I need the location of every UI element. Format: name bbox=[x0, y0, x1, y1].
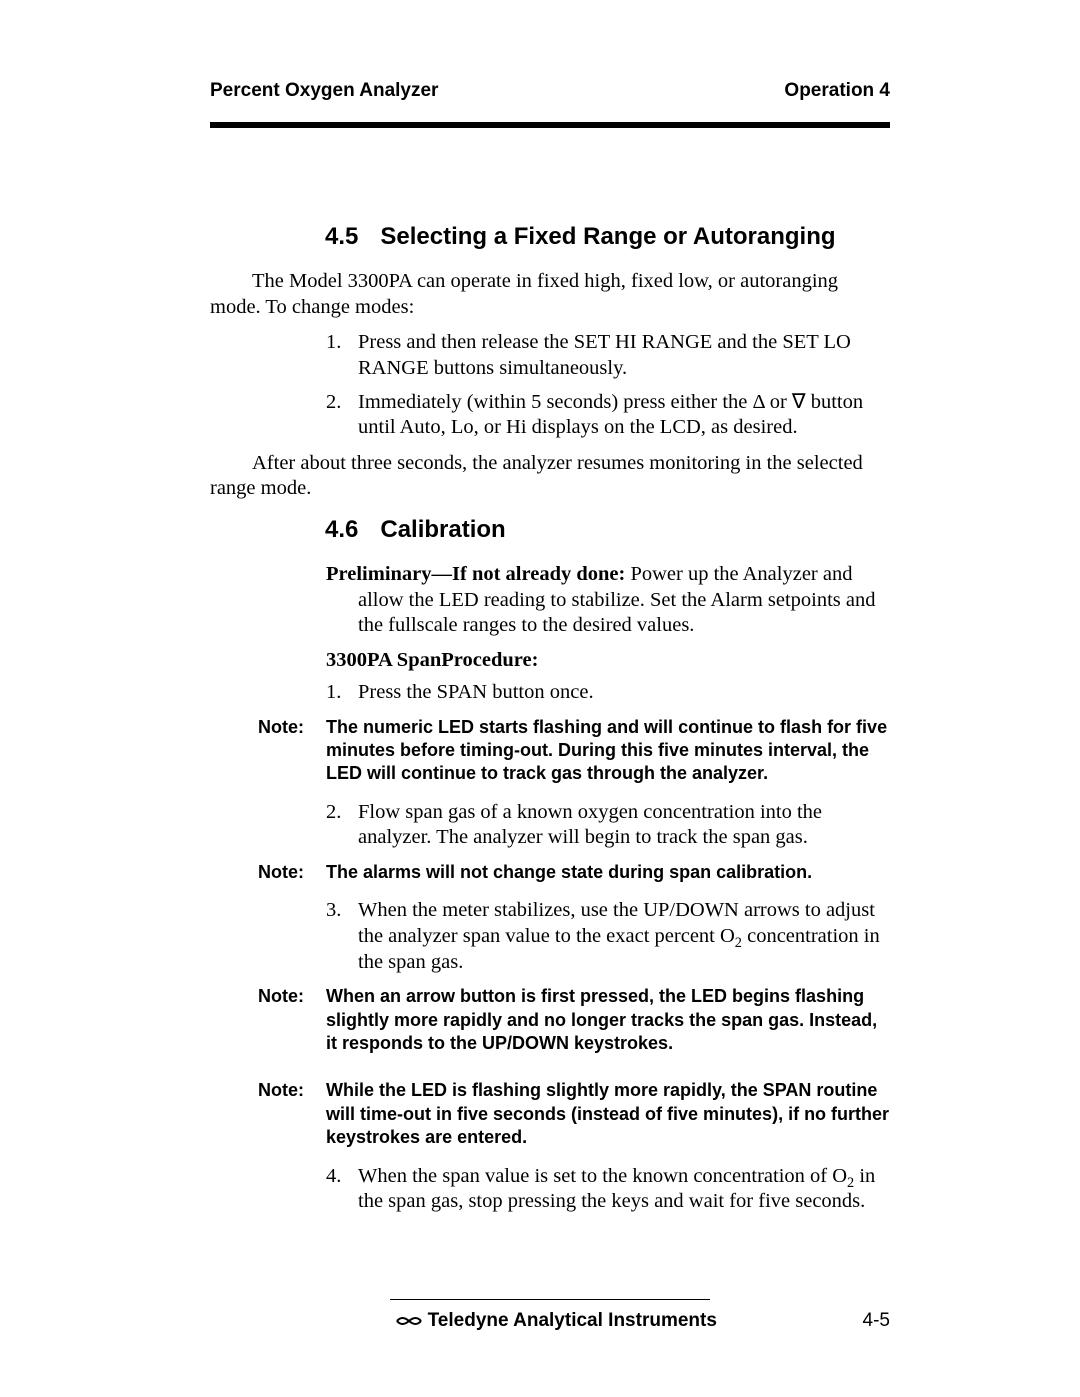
document-page: Percent Oxygen Analyzer Operation 4 4.5 S… bbox=[0, 0, 1080, 1215]
section-4-5-after: After about three seconds, the analyzer … bbox=[210, 451, 890, 502]
note-label: Note: bbox=[258, 1079, 304, 1102]
note-text: The numeric LED starts flashing and will… bbox=[326, 717, 887, 784]
section-number: 4.6 bbox=[325, 516, 358, 544]
span-step-1: 1. Press the SPAN button once. bbox=[326, 680, 890, 706]
span-step-2: 2. Flow span gas of a known oxygen concen… bbox=[326, 800, 890, 851]
header-left: Percent Oxygen Analyzer bbox=[210, 80, 438, 102]
note-block: Note: When an arrow button is first pres… bbox=[258, 985, 890, 1055]
list-item: 1. Press and then release the SET HI RANG… bbox=[326, 330, 890, 381]
list-number: 1. bbox=[326, 680, 341, 706]
list-item: 4. When the span value is set to the know… bbox=[326, 1164, 890, 1215]
section-4-6-heading: 4.6 Calibration bbox=[325, 516, 890, 544]
step-text-a: When the span value is set to the known … bbox=[358, 1165, 847, 1187]
section-4-5-intro: The Model 3300PA can operate in fixed hi… bbox=[210, 269, 890, 320]
page-footer: Teledyne Analytical Instruments 4-5 bbox=[210, 1299, 890, 1333]
list-item: 1. Press the SPAN button once. bbox=[326, 680, 890, 706]
page-header: Percent Oxygen Analyzer Operation 4 bbox=[210, 80, 890, 102]
list-item: 2. Immediately (within 5 seconds) press e… bbox=[326, 390, 890, 441]
list-number: 1. bbox=[326, 330, 341, 356]
span-procedure-heading: 3300PA SpanProcedure: bbox=[326, 649, 890, 672]
list-item: 2. Flow span gas of a known oxygen concen… bbox=[326, 800, 890, 851]
step-text: Immediately (within 5 seconds) press eit… bbox=[358, 391, 863, 439]
step-text: Press and then release the SET HI RANGE … bbox=[358, 331, 851, 379]
list-number: 3. bbox=[326, 898, 341, 924]
span-step-4: 4. When the span value is set to the know… bbox=[326, 1164, 890, 1215]
footer-company: Teledyne Analytical Instruments bbox=[428, 1310, 717, 1332]
step-text: Flow span gas of a known oxygen concentr… bbox=[358, 801, 822, 849]
list-item: 3.When the meter stabilizes, use the UP/… bbox=[326, 898, 890, 975]
note-block: Note: While the LED is flashing slightly… bbox=[258, 1079, 890, 1149]
list-number: 2. bbox=[326, 800, 341, 826]
footer-row: Teledyne Analytical Instruments 4-5 bbox=[210, 1310, 890, 1332]
note-text: While the LED is flashing slightly more … bbox=[326, 1080, 889, 1147]
section-title: Selecting a Fixed Range or Autoranging bbox=[380, 223, 835, 250]
teledyne-logo-icon bbox=[396, 1314, 422, 1328]
footer-center: Teledyne Analytical Instruments bbox=[250, 1310, 863, 1332]
preliminary-para: Preliminary—If not already done: Power u… bbox=[326, 562, 890, 639]
header-rule bbox=[210, 122, 890, 128]
footer-rule bbox=[390, 1299, 710, 1301]
note-label: Note: bbox=[258, 985, 304, 1008]
section-4-5-heading: 4.5 Selecting a Fixed Range or Autorangin… bbox=[325, 223, 890, 251]
note-text: When an arrow button is first pressed, t… bbox=[326, 986, 877, 1053]
step-text: Press the SPAN button once. bbox=[358, 681, 594, 703]
note-block: Note: The alarms will not change state d… bbox=[258, 861, 890, 884]
note-block: Note: The numeric LED starts flashing an… bbox=[258, 716, 890, 786]
subscript-2: 2 bbox=[735, 935, 742, 951]
footer-page-number: 4-5 bbox=[863, 1310, 890, 1332]
span-step-3: 3.When the meter stabilizes, use the UP/… bbox=[326, 898, 890, 975]
list-number: 4. bbox=[326, 1164, 341, 1190]
preliminary-lead: Preliminary—If not already done: bbox=[326, 563, 625, 585]
section-title: Calibration bbox=[380, 516, 505, 543]
note-label: Note: bbox=[258, 861, 304, 884]
note-text: The alarms will not change state during … bbox=[326, 862, 812, 882]
header-right: Operation 4 bbox=[784, 80, 890, 102]
list-number: 2. bbox=[326, 390, 341, 416]
section-number: 4.5 bbox=[325, 223, 358, 251]
section-4-5-steps: 1. Press and then release the SET HI RANG… bbox=[326, 330, 890, 441]
note-label: Note: bbox=[258, 716, 304, 739]
